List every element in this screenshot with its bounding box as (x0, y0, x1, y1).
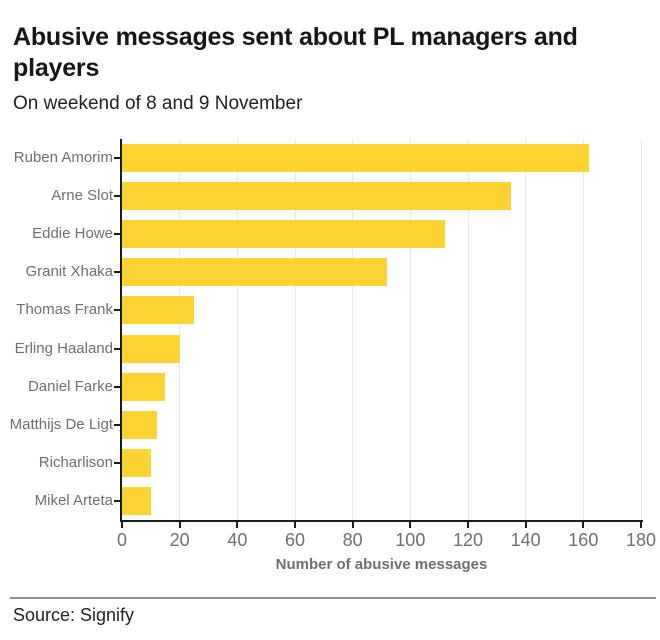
x-tick (582, 522, 585, 528)
category-label: Thomas Frank (16, 301, 113, 319)
y-tick (114, 157, 121, 160)
x-tick (178, 522, 181, 528)
x-tick-label: 40 (227, 530, 248, 550)
category-label: Erling Haaland (14, 339, 113, 357)
x-tick-label: 20 (169, 530, 190, 550)
category-label: Daniel Farke (27, 377, 113, 395)
y-tick (114, 461, 121, 464)
category-label: Matthijs De Ligt (9, 415, 113, 433)
x-tick-label: 0 (116, 530, 127, 550)
gridline (525, 139, 527, 520)
bar (122, 486, 151, 515)
x-tick (524, 522, 527, 528)
bar (122, 220, 445, 249)
y-tick (114, 271, 121, 274)
gridline (640, 139, 642, 520)
x-tick (640, 522, 642, 528)
y-tick (114, 195, 121, 198)
x-tick (351, 522, 354, 528)
x-tick-label: 60 (284, 530, 306, 550)
category-label: Arne Slot (51, 187, 113, 205)
x-axis-title: Number of abusive messages (275, 556, 488, 573)
bar (122, 410, 157, 439)
y-tick (114, 423, 121, 426)
x-tick-label: 180 (625, 530, 657, 550)
bar (122, 144, 590, 173)
bar (122, 258, 388, 287)
x-tick-label: 140 (510, 530, 541, 550)
gridline (294, 139, 296, 520)
gridline (467, 139, 469, 520)
x-tick (409, 522, 412, 528)
y-tick (114, 347, 121, 350)
gridline (236, 139, 238, 520)
gridline (409, 139, 411, 520)
plot-area: 0 20 40 60 80 100 120 140 160 180 Ruben Amorim Arne… (10, 139, 656, 550)
gridline (352, 139, 354, 520)
x-tick-label: 80 (342, 530, 363, 550)
gridline (582, 139, 584, 520)
x-tick (294, 522, 296, 528)
source-note: Source: Signify (13, 605, 135, 625)
x-tick-label: 120 (452, 530, 484, 550)
x-tick-label: 160 (568, 530, 599, 550)
y-tick (114, 309, 121, 312)
footer-divider (10, 597, 656, 599)
chart-subtitle: On weekend of 8 and 9 November (13, 93, 303, 114)
bar (122, 372, 166, 401)
x-axis-line (120, 520, 643, 522)
y-tick (114, 499, 121, 502)
x-tick-label: 100 (395, 530, 426, 550)
y-tick (114, 385, 121, 388)
bar (122, 334, 180, 363)
x-tick (121, 522, 123, 528)
category-label: Eddie Howe (32, 225, 113, 243)
x-tick (236, 522, 239, 528)
gridline (179, 139, 181, 520)
y-tick (114, 233, 121, 236)
bar (122, 448, 151, 477)
category-label: Mikel Arteta (34, 491, 113, 509)
category-label: Granit Xhaka (25, 263, 113, 281)
chart-title: Abusive messages sent about PL managers … (13, 23, 578, 82)
x-tick (467, 522, 469, 528)
y-axis-line (120, 139, 122, 522)
bar (122, 182, 512, 211)
bar (122, 296, 195, 325)
category-label: Richarlison (38, 453, 113, 471)
category-label: Ruben Amorim (13, 149, 113, 167)
